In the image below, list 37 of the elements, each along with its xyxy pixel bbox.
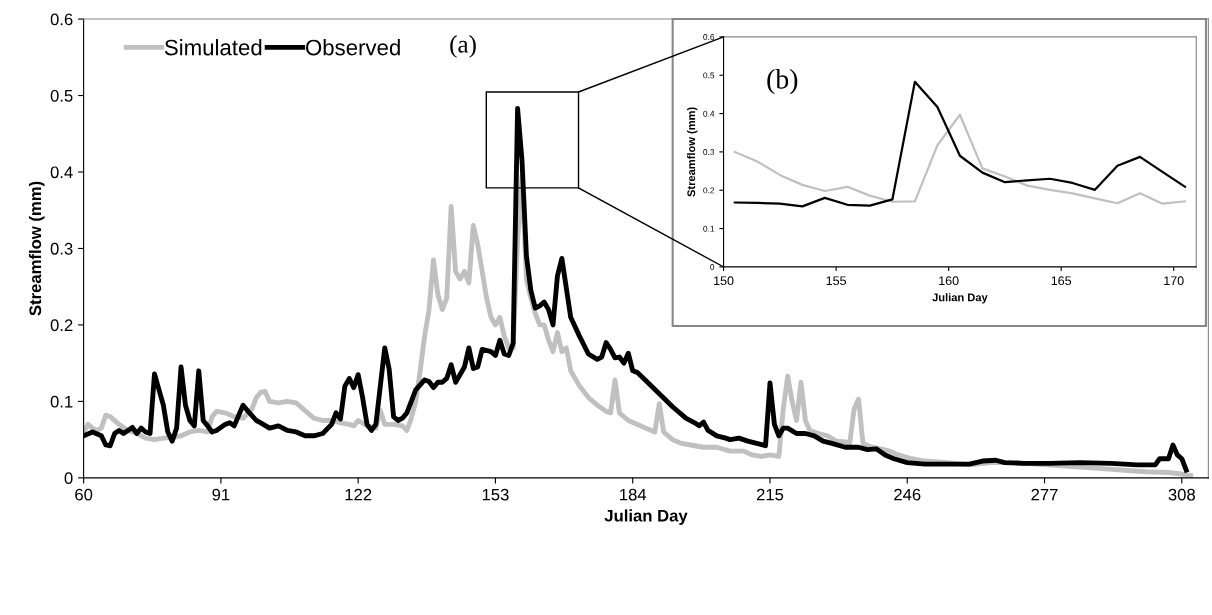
y-tick-label: 0.1 bbox=[50, 395, 73, 408]
x-tick-label: 160 bbox=[939, 276, 959, 286]
y-tick-label: 0 bbox=[64, 472, 73, 485]
x-tick-label: 308 bbox=[1168, 488, 1195, 501]
y-tick-label: 0.5 bbox=[50, 89, 73, 102]
x-tick-label: 165 bbox=[1051, 276, 1072, 286]
y-tick-label: 0.6 bbox=[703, 34, 715, 40]
annotation: (b) bbox=[767, 69, 798, 95]
y-tick-label: 0.5 bbox=[703, 72, 715, 79]
y-tick-label: 0 bbox=[710, 264, 715, 271]
y-axis-title: Streamflow (mm) bbox=[687, 107, 698, 197]
annotation: (a) bbox=[450, 35, 476, 58]
legend-label: Simulated bbox=[164, 39, 262, 56]
x-tick-label: 150 bbox=[714, 276, 734, 286]
y-tick-label: 0.2 bbox=[50, 319, 73, 332]
x-tick-label: 277 bbox=[1031, 488, 1058, 501]
x-axis-title: Julian Day bbox=[932, 293, 988, 304]
x-tick-label: 184 bbox=[620, 488, 647, 501]
legend-label: Observed bbox=[305, 39, 400, 56]
x-tick-label: 170 bbox=[1164, 276, 1184, 286]
x-tick-label: 122 bbox=[345, 488, 372, 501]
y-axis-title: Streamflow (mm) bbox=[28, 181, 45, 316]
x-tick-label: 155 bbox=[826, 276, 847, 286]
y-tick-label: 0.3 bbox=[703, 149, 715, 156]
y-tick-label: 0.6 bbox=[50, 13, 73, 26]
y-tick-label: 0.2 bbox=[703, 187, 715, 194]
x-tick-label: 91 bbox=[212, 488, 230, 501]
x-tick-label: 215 bbox=[756, 488, 784, 501]
x-tick-label: 60 bbox=[75, 488, 93, 501]
y-tick-label: 0.3 bbox=[50, 242, 73, 255]
x-tick-label: 153 bbox=[482, 488, 509, 501]
x-tick-label: 246 bbox=[894, 488, 921, 501]
y-tick-label: 0.4 bbox=[50, 166, 73, 179]
line-series bbox=[733, 113, 1187, 205]
x-axis-title: Julian Day bbox=[604, 509, 688, 525]
y-tick-label: 0.4 bbox=[703, 110, 715, 117]
y-tick-label: 0.1 bbox=[703, 225, 715, 232]
